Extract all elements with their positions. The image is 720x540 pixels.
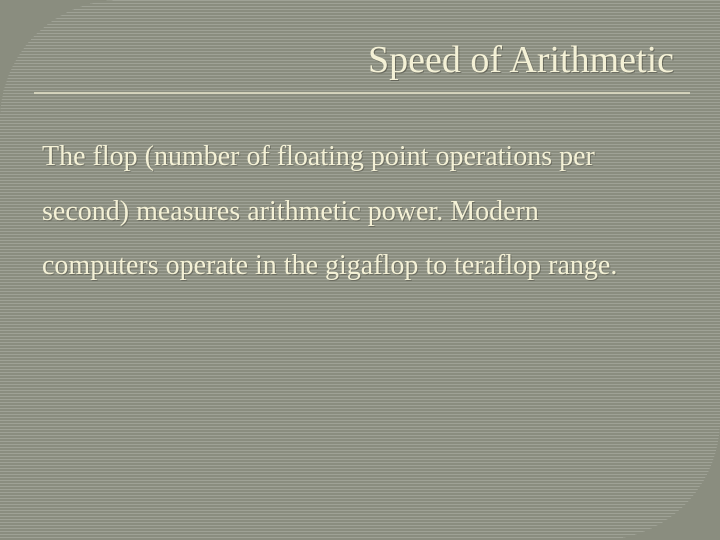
slide: Speed of Arithmetic The flop (number of …: [0, 0, 720, 540]
slide-body: The flop (number of floating point opera…: [42, 130, 660, 294]
corner-top-left-mask: [0, 0, 120, 120]
slide-title: Speed of Arithmetic: [368, 38, 674, 82]
body-text: The flop (number of floating point opera…: [42, 130, 660, 294]
title-underline: [34, 92, 690, 94]
corner-bottom-right-mask: [600, 420, 720, 540]
